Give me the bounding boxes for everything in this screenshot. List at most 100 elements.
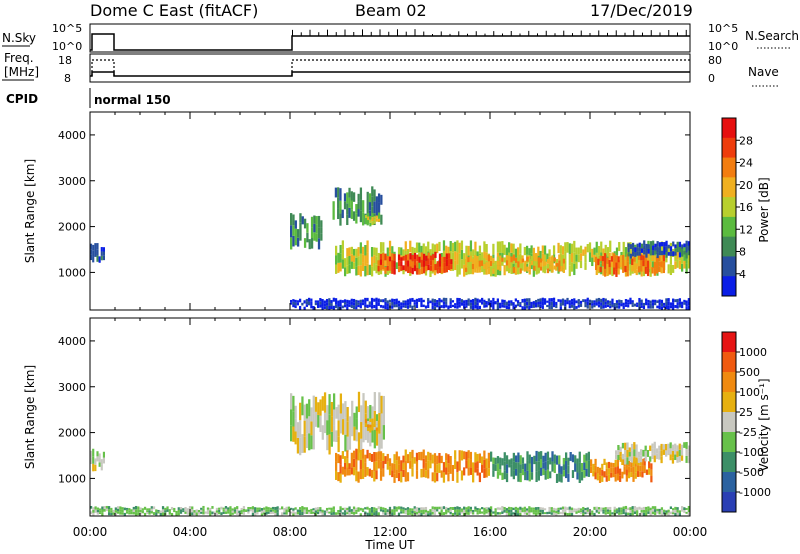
heatmap-cell (397, 506, 401, 510)
heatmap-cell (487, 261, 490, 268)
heatmap-cell (537, 512, 540, 515)
heatmap-cell (359, 469, 362, 480)
heatmap-cell (373, 429, 376, 449)
heatmap-cell (339, 244, 342, 254)
heatmap-cell (463, 300, 466, 304)
heatmap-cell (440, 509, 443, 513)
heatmap-cell (317, 215, 321, 228)
heatmap-cell (625, 469, 628, 476)
heatmap-cell (299, 420, 302, 438)
heatmap-cell (494, 508, 497, 511)
heatmap-cell (146, 510, 149, 513)
heatmap-cell (672, 510, 675, 513)
heatmap-cell (567, 473, 570, 482)
heatmap-cell (116, 506, 120, 509)
heatmap-cell (197, 509, 201, 513)
heatmap-cell (409, 304, 412, 308)
heatmap-cell (633, 266, 636, 272)
heatmap-cell (555, 305, 558, 309)
heatmap-cell (222, 511, 225, 514)
heatmap-cell (173, 507, 176, 511)
heatmap-cell (341, 507, 344, 511)
heatmap-cell (546, 304, 549, 308)
heatmap-cell (591, 248, 594, 258)
noise-search-spikes (292, 29, 687, 36)
heatmap-cell (471, 269, 475, 275)
heatmap-cell (424, 509, 428, 513)
heatmap-cell (515, 262, 518, 268)
heatmap-cell (588, 252, 592, 262)
heatmap-cell (539, 512, 542, 515)
heatmap-cell (621, 442, 625, 449)
heatmap-cell (307, 509, 311, 512)
heatmap-cell (397, 260, 401, 267)
heatmap-cell (373, 298, 376, 302)
heatmap-cell (474, 506, 477, 510)
heatmap-cell (360, 422, 363, 439)
heatmap-cell (303, 218, 307, 229)
heatmap-cell (577, 254, 580, 263)
heatmap-cell (294, 507, 297, 510)
heatmap-cell (485, 301, 488, 305)
heatmap-cell (492, 301, 495, 306)
heatmap-cell (98, 462, 101, 467)
heatmap-cell (427, 510, 430, 514)
heatmap-cell (332, 506, 335, 510)
heatmap-cell (442, 506, 446, 510)
heatmap-cell (649, 261, 652, 270)
heatmap-cell (100, 459, 103, 465)
heatmap-cell (631, 512, 634, 516)
heatmap-cell (633, 508, 637, 512)
heatmap-cell (481, 297, 484, 302)
heatmap-cell (508, 262, 511, 269)
heatmap-cell (555, 455, 559, 465)
heatmap-cell (469, 302, 473, 306)
heatmap-cell (360, 405, 363, 423)
freq-label-1: Freq. (4, 51, 34, 65)
heatmap-cell (352, 211, 356, 221)
heatmap-cell (610, 261, 614, 268)
heatmap-cell (667, 305, 670, 310)
heatmap-cell (400, 508, 403, 512)
heatmap-cell (294, 305, 297, 309)
heatmap-cell (660, 507, 664, 510)
heatmap-cell (272, 506, 275, 510)
heatmap-cell (337, 262, 340, 273)
heatmap-cell (355, 266, 358, 276)
heatmap-cell (575, 254, 578, 262)
heatmap-cell (343, 456, 347, 463)
heatmap-cell (366, 252, 369, 264)
heatmap-cell (370, 247, 374, 257)
heatmap-cell (375, 512, 378, 516)
heatmap-cell (377, 265, 380, 272)
heatmap-cell (681, 508, 684, 512)
heatmap-cell (597, 511, 601, 514)
colorbar-tick-label: -500 (739, 466, 764, 479)
heatmap-cell (460, 249, 464, 260)
heatmap-cell (409, 266, 412, 274)
heatmap-cell (632, 474, 635, 482)
heatmap-cell (651, 506, 655, 509)
heatmap-cell (134, 509, 138, 513)
heatmap-cell (364, 304, 367, 308)
heatmap-cell (328, 394, 331, 415)
heatmap-cell (517, 472, 520, 482)
heatmap-cell (260, 510, 264, 514)
heatmap-cell (465, 512, 468, 515)
heatmap-cell (440, 305, 443, 308)
heatmap-cell (441, 262, 444, 268)
heatmap-cell (514, 298, 517, 302)
heatmap-cell (528, 472, 531, 482)
heatmap-cell (350, 304, 353, 309)
heatmap-cell (516, 507, 520, 511)
heatmap-cell (635, 444, 638, 451)
heatmap-cell (391, 302, 394, 306)
heatmap-cell (292, 214, 295, 226)
heatmap-cell (633, 442, 636, 450)
heatmap-cell (413, 299, 416, 303)
heatmap-cell (348, 304, 351, 307)
heatmap-cell (665, 298, 668, 302)
heatmap-cell (550, 301, 553, 306)
heatmap-cell (177, 509, 180, 513)
heatmap-cell (612, 467, 615, 473)
